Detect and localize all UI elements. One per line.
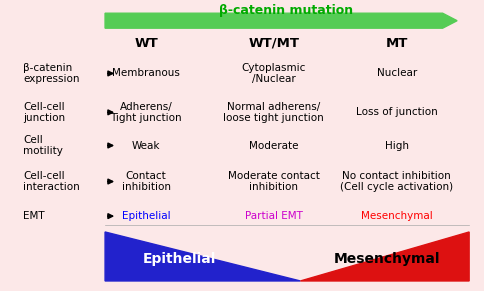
Text: Membranous: Membranous [112, 68, 180, 79]
Text: WT: WT [134, 37, 158, 50]
Text: Cell
motility: Cell motility [23, 135, 63, 156]
Text: EMT: EMT [23, 211, 45, 221]
Text: Epithelial: Epithelial [143, 252, 216, 266]
Text: Moderate contact
inhibition: Moderate contact inhibition [227, 171, 319, 192]
Text: Cytoplasmic
/Nuclear: Cytoplasmic /Nuclear [241, 63, 305, 84]
Polygon shape [300, 232, 468, 281]
Text: Cell-cell
junction: Cell-cell junction [23, 102, 65, 123]
Text: Adherens/
Tight junction: Adherens/ Tight junction [110, 102, 182, 123]
Text: Cell-cell
interaction: Cell-cell interaction [23, 171, 80, 192]
Text: Weak: Weak [132, 141, 160, 150]
Text: β-catenin
expression: β-catenin expression [23, 63, 79, 84]
Text: Moderate: Moderate [249, 141, 298, 150]
Text: MT: MT [385, 37, 407, 50]
Text: Partial EMT: Partial EMT [244, 211, 302, 221]
Text: Loss of junction: Loss of junction [355, 107, 437, 117]
Text: Normal adherens/
loose tight junction: Normal adherens/ loose tight junction [223, 102, 323, 123]
Text: No contact inhibition
(Cell cycle activation): No contact inhibition (Cell cycle activa… [340, 171, 453, 192]
Text: High: High [384, 141, 408, 150]
Text: Mesenchymal: Mesenchymal [333, 252, 439, 266]
Polygon shape [105, 232, 300, 281]
Text: Contact
inhibition: Contact inhibition [121, 171, 170, 192]
Text: Nuclear: Nuclear [376, 68, 416, 79]
Text: WT/MT: WT/MT [248, 37, 299, 50]
Text: Epithelial: Epithelial [121, 211, 170, 221]
Text: β-catenin mutation: β-catenin mutation [218, 4, 352, 17]
FancyArrow shape [105, 13, 456, 28]
Text: Mesenchymal: Mesenchymal [360, 211, 432, 221]
